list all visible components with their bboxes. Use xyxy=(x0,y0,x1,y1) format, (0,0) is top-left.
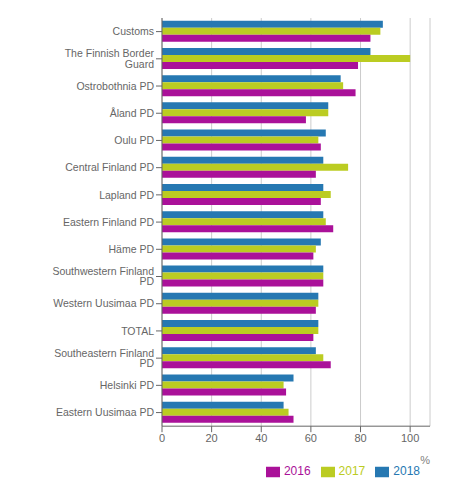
svg-text:Central Finland PD: Central Finland PD xyxy=(65,161,154,173)
svg-text:TOTAL: TOTAL xyxy=(121,325,154,337)
svg-text:Southeastern FinlandPD: Southeastern FinlandPD xyxy=(54,347,154,370)
svg-text:Åland PD: Åland PD xyxy=(110,107,155,119)
svg-text:%: % xyxy=(420,454,430,466)
svg-text:100: 100 xyxy=(401,432,419,444)
svg-text:20: 20 xyxy=(206,432,218,444)
svg-text:Southwestern FinlandPD: Southwestern FinlandPD xyxy=(52,265,154,288)
svg-text:Western Uusimaa PD: Western Uusimaa PD xyxy=(53,297,154,309)
svg-text:0: 0 xyxy=(159,432,165,444)
svg-text:The Finnish BorderGuard: The Finnish BorderGuard xyxy=(65,47,155,70)
svg-text:60: 60 xyxy=(305,432,317,444)
svg-text:Helsinki PD: Helsinki PD xyxy=(100,379,155,391)
svg-text:Häme PD: Häme PD xyxy=(108,243,154,255)
html-text:2016: 2016 xyxy=(283,464,311,479)
svg-text:Customs: Customs xyxy=(113,25,154,37)
svg-text:Eastern Finland PD: Eastern Finland PD xyxy=(63,216,154,228)
svg-text:Lapland PD: Lapland PD xyxy=(99,189,154,201)
html-text:2017: 2017 xyxy=(338,464,366,479)
svg-text:Eastern Uusimaa PD: Eastern Uusimaa PD xyxy=(56,406,154,418)
svg-text:80: 80 xyxy=(354,432,366,444)
svg-text:Oulu PD: Oulu PD xyxy=(114,134,154,146)
html-text:2018: 2018 xyxy=(393,464,420,479)
svg-text:40: 40 xyxy=(255,432,267,444)
svg-text:Ostrobothnia PD: Ostrobothnia PD xyxy=(76,80,154,92)
